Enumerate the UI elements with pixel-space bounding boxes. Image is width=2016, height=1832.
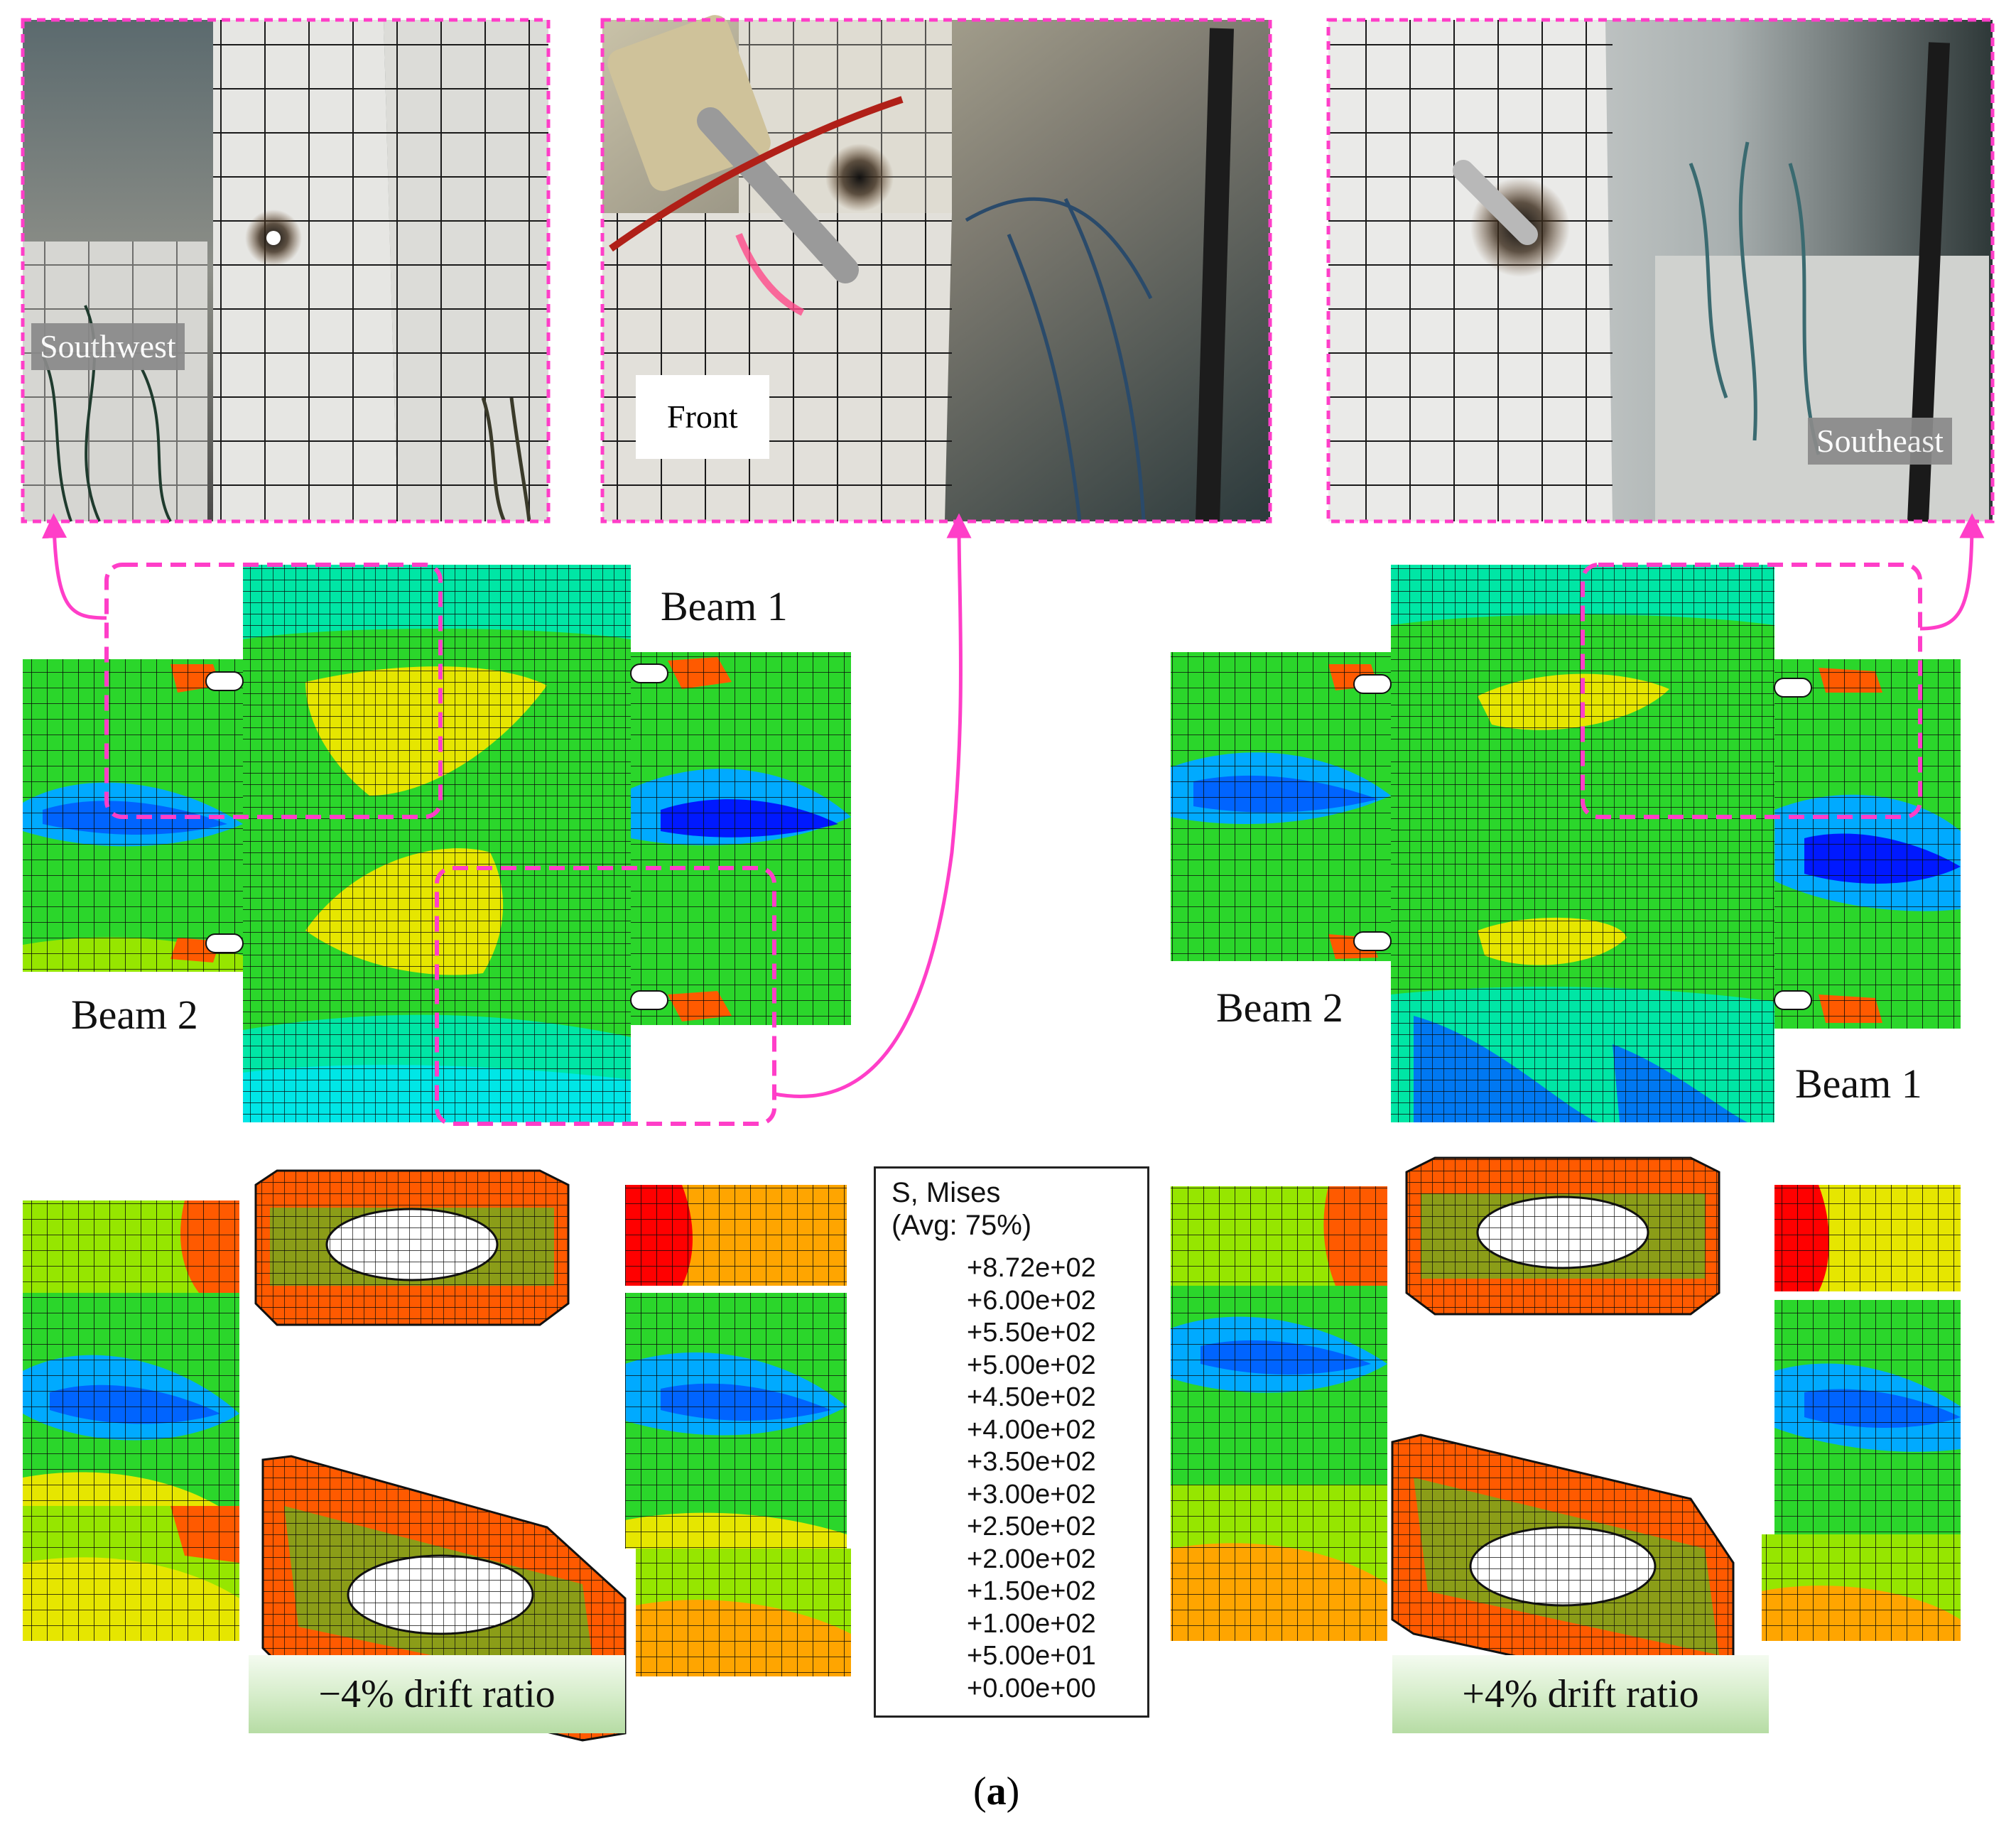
caption-letter: a: [986, 1769, 1007, 1814]
beam-label-left-bottom: Beam 2: [71, 992, 198, 1038]
beam-label-right-right: Beam 1: [1795, 1061, 1922, 1107]
legend-entry-label: +1.00e+02: [967, 1608, 1096, 1639]
arrow-to-southwest: [42, 513, 107, 620]
drift-label-left: −4% drift ratio: [249, 1655, 625, 1733]
legend-entry-label: +4.50e+02: [967, 1382, 1096, 1412]
caption-open: (: [973, 1769, 987, 1814]
fe-joint-model-left: [23, 565, 851, 1122]
beam-label-right-left: Beam 2: [1216, 985, 1343, 1031]
highlight-box-southeast: [1581, 563, 1922, 819]
fe-exploded-right: [1171, 1156, 1961, 1699]
legend-entry-label: +0.00e+00: [967, 1673, 1096, 1703]
photo-frame-southwest: [21, 18, 551, 524]
stress-legend: S, Mises (Avg: 75%) +8.72e+02 +6.00e+02 +5…: [874, 1166, 1149, 1718]
arrow-to-front: [774, 513, 972, 1098]
legend-entry-label: +8.72e+02: [967, 1253, 1096, 1283]
photo-label-front: Front: [636, 375, 769, 459]
photo-frame-southeast: [1326, 18, 1995, 524]
highlight-box-southwest: [104, 563, 443, 819]
legend-subtitle: (Avg: 75%): [892, 1210, 1032, 1241]
legend-title: S, Mises: [892, 1177, 1001, 1208]
legend-entry-label: +3.50e+02: [967, 1447, 1096, 1477]
photo-label-southeast: Southeast: [1808, 418, 1952, 465]
legend-entry-label: +2.50e+02: [967, 1512, 1096, 1541]
legend-entry-label: +6.00e+02: [967, 1285, 1096, 1316]
legend-entry-label: +4.00e+02: [967, 1414, 1096, 1445]
figure-caption: (a): [973, 1769, 1019, 1814]
drift-label-right: +4% drift ratio: [1392, 1655, 1769, 1733]
arrow-to-southeast: [1919, 513, 1985, 631]
photo-label-southwest: Southwest: [31, 323, 185, 370]
legend-entry-label: +1.50e+02: [967, 1576, 1096, 1606]
photo-southwest: [23, 20, 548, 523]
photo-frame-front: [600, 18, 1272, 524]
legend-entry-label: +5.00e+02: [967, 1350, 1096, 1380]
highlight-box-front: [435, 866, 776, 1126]
fe-joint-model-right: [1171, 565, 1961, 1122]
legend-entry-label: +3.00e+02: [967, 1479, 1096, 1509]
caption-close: ): [1006, 1769, 1020, 1814]
legend-entry-label: +5.00e+01: [967, 1641, 1096, 1671]
beam-label-left-top: Beam 1: [661, 583, 788, 629]
legend-entry-label: +2.00e+02: [967, 1544, 1096, 1574]
legend-entry-label: +5.50e+02: [967, 1318, 1096, 1348]
